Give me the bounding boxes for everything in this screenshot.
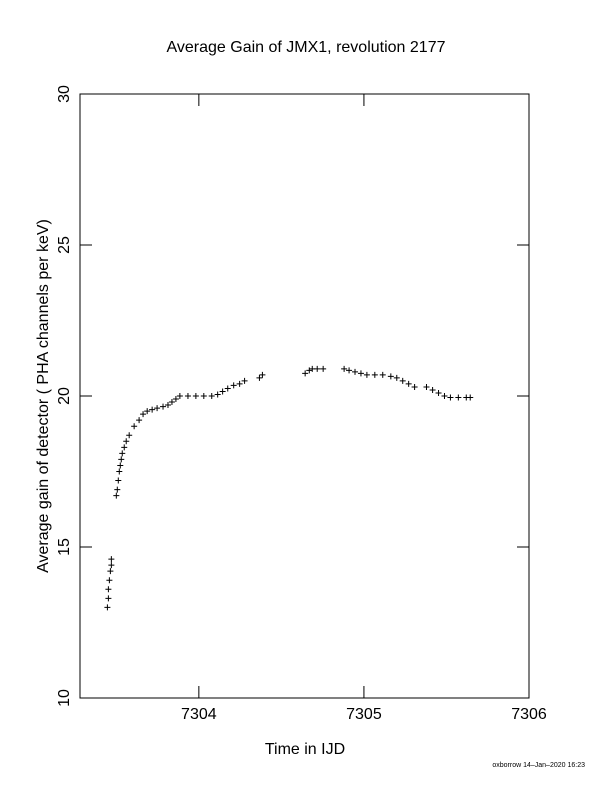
point xyxy=(136,417,143,424)
point xyxy=(208,393,215,399)
point xyxy=(352,368,359,375)
point xyxy=(320,365,327,372)
point xyxy=(219,388,226,395)
point xyxy=(176,393,183,399)
point xyxy=(172,396,179,403)
y-tick-label: 25 xyxy=(56,236,73,254)
point xyxy=(405,380,412,387)
point xyxy=(108,556,115,563)
point xyxy=(423,383,430,390)
point xyxy=(441,393,448,399)
point xyxy=(104,604,111,611)
y-tick-label: 20 xyxy=(56,387,73,405)
point xyxy=(341,365,348,372)
point xyxy=(126,432,133,439)
point xyxy=(379,371,386,378)
point xyxy=(393,374,400,381)
y-tick-label: 15 xyxy=(56,538,73,556)
point xyxy=(224,385,231,392)
point xyxy=(387,373,394,380)
point xyxy=(117,462,124,469)
point xyxy=(363,371,370,378)
point xyxy=(115,477,122,484)
point xyxy=(149,406,156,413)
point xyxy=(256,374,263,381)
point xyxy=(357,370,364,377)
point xyxy=(113,492,120,499)
x-tick-label: 7304 xyxy=(181,706,217,723)
x-tick-label: 7306 xyxy=(511,706,547,723)
point xyxy=(123,438,130,445)
point xyxy=(302,370,309,377)
chart-title: Average Gain of JMX1, revolution 2177 xyxy=(167,39,446,56)
point xyxy=(200,393,207,399)
point xyxy=(105,595,112,602)
point xyxy=(131,423,138,430)
point xyxy=(168,399,175,406)
point xyxy=(259,371,266,378)
point xyxy=(314,365,321,372)
point xyxy=(160,403,167,410)
point xyxy=(108,562,115,569)
point xyxy=(435,389,442,396)
point xyxy=(467,394,474,401)
x-tick-label: 7305 xyxy=(346,706,382,723)
point xyxy=(346,367,353,374)
point xyxy=(119,450,126,457)
x-axis-label: Time in IJD xyxy=(265,741,345,758)
point xyxy=(121,444,128,451)
y-tick-label: 10 xyxy=(56,689,73,707)
point xyxy=(411,383,418,390)
point xyxy=(306,367,313,374)
point xyxy=(184,393,191,399)
point xyxy=(118,456,125,463)
point xyxy=(164,402,171,409)
y-tick-label: 30 xyxy=(56,85,73,103)
point xyxy=(107,568,114,575)
point xyxy=(236,380,243,387)
point xyxy=(399,377,406,384)
point xyxy=(447,394,454,401)
point xyxy=(140,411,147,418)
plot-frame xyxy=(79,93,530,699)
point xyxy=(106,577,113,584)
point xyxy=(105,586,112,593)
point xyxy=(455,394,462,401)
point xyxy=(429,386,436,393)
point xyxy=(192,393,199,399)
point xyxy=(230,382,237,389)
point xyxy=(214,391,221,398)
point xyxy=(114,486,121,493)
footer: oxborrow 14–Jan–2020 16:23 xyxy=(492,762,585,769)
y-axis-label: Average gain of detector ( PHA channels … xyxy=(35,219,52,573)
point xyxy=(154,405,161,412)
point xyxy=(144,408,151,415)
point xyxy=(241,377,248,384)
point xyxy=(116,468,123,475)
point xyxy=(371,371,378,378)
